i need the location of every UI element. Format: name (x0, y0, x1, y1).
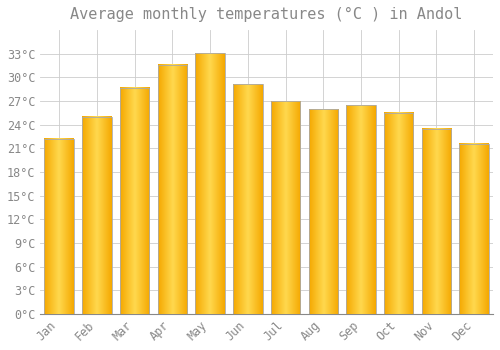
Bar (346, 105, 376, 314)
Bar (460, 144, 489, 314)
Bar (233, 84, 262, 314)
Bar (44, 139, 74, 314)
Bar (308, 109, 338, 314)
Bar (422, 128, 451, 314)
Bar (384, 113, 414, 314)
Bar (196, 53, 225, 314)
Bar (120, 88, 150, 314)
Bar (158, 65, 187, 314)
Bar (82, 117, 112, 314)
Bar (271, 101, 300, 314)
Title: Average monthly temperatures (°C ) in Andol: Average monthly temperatures (°C ) in An… (70, 7, 463, 22)
